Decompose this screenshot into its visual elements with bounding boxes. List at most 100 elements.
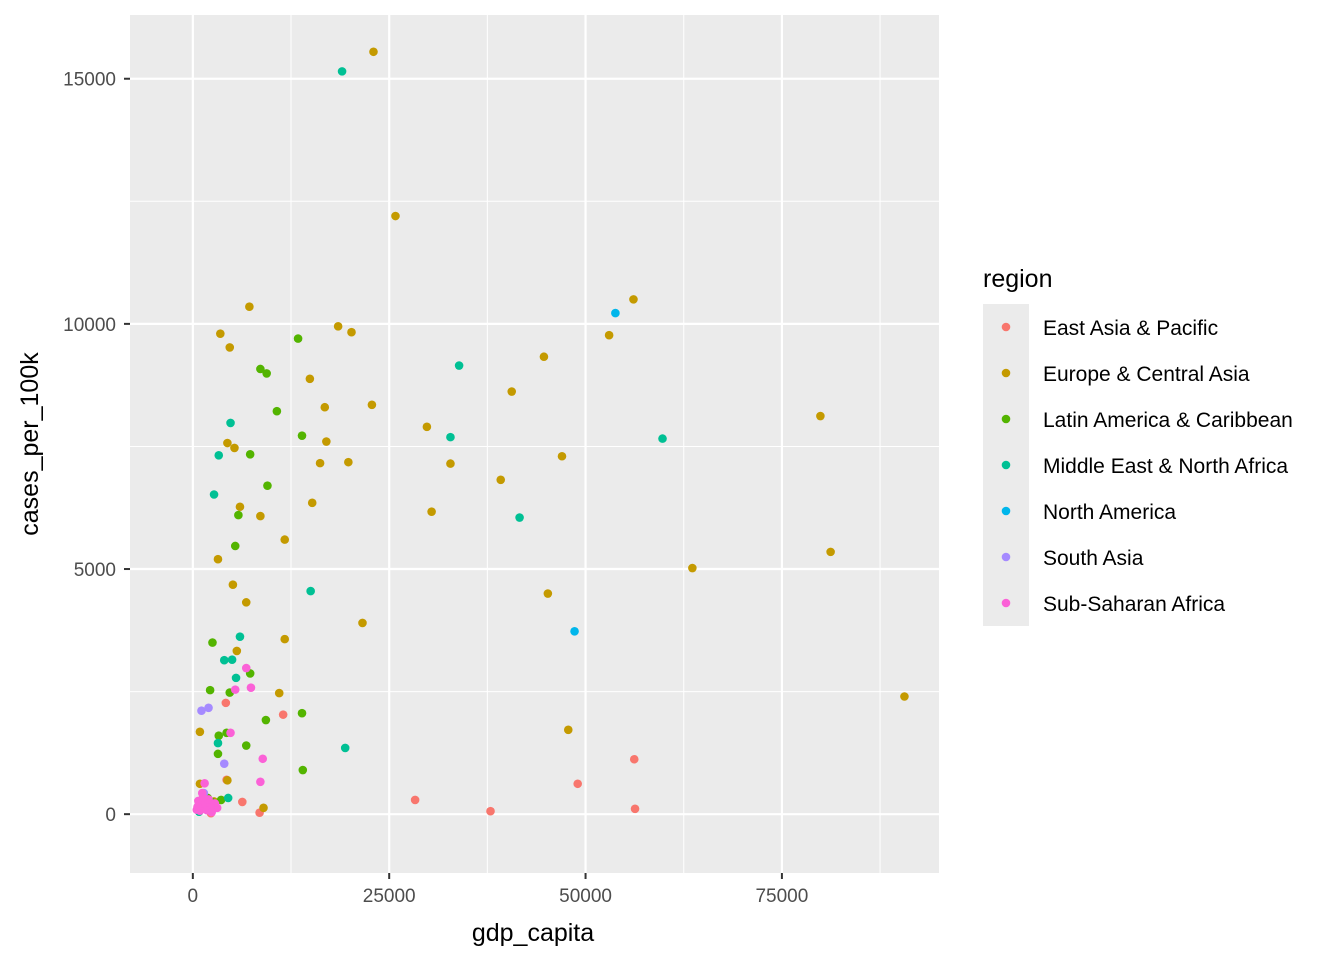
data-point: [347, 327, 356, 337]
data-point: [230, 685, 240, 694]
data-point: [200, 778, 209, 788]
data-point: [826, 547, 835, 557]
data-point: [263, 481, 272, 490]
data-point: [234, 510, 243, 520]
data-point: [209, 490, 219, 499]
plot-panel: [130, 15, 939, 873]
x-axis-ticks: 0 25000 50000 75000: [188, 873, 808, 907]
data-point: [427, 507, 436, 516]
data-point: [630, 804, 640, 814]
data-point: [340, 743, 350, 753]
data-point: [207, 807, 216, 817]
major-gridlines: [130, 15, 939, 873]
data-point: [232, 646, 242, 656]
data-point: [322, 437, 331, 446]
data-point: [225, 343, 235, 352]
data-point: [306, 586, 315, 596]
data-point: [539, 352, 549, 362]
data-point: [358, 618, 367, 628]
legend-key: [1001, 414, 1011, 424]
data-point: [219, 655, 229, 665]
x-tick-label: 75000: [755, 886, 808, 907]
data-point: [256, 511, 265, 521]
data-point: [259, 803, 268, 813]
legend-key: [1001, 460, 1011, 470]
data-point: [223, 776, 232, 785]
data-point: [658, 434, 667, 443]
data-point: [563, 725, 573, 735]
data-points: [192, 47, 909, 818]
data-point: [337, 67, 347, 76]
data-point: [213, 554, 223, 564]
x-tick-label: 50000: [559, 886, 612, 907]
data-point: [214, 450, 224, 460]
data-point: [629, 295, 638, 304]
data-point: [298, 765, 308, 775]
data-point: [241, 598, 251, 607]
data-point: [278, 710, 288, 719]
data-point: [507, 387, 517, 396]
data-point: [245, 302, 254, 312]
data-point: [486, 806, 495, 816]
data-point: [688, 563, 697, 573]
data-point: [205, 685, 215, 695]
data-point: [223, 438, 232, 448]
data-point: [193, 802, 202, 812]
data-point: [216, 795, 226, 805]
data-point: [198, 793, 208, 802]
data-point: [227, 655, 237, 665]
data-point: [367, 400, 377, 410]
data-point: [258, 754, 268, 764]
legend-key: [1001, 322, 1011, 332]
data-point: [230, 443, 239, 453]
legend-key: [1001, 598, 1011, 608]
data-point: [241, 663, 251, 673]
data-point: [315, 458, 325, 468]
data-point: [213, 749, 223, 759]
data-point: [333, 322, 343, 331]
data-point: [446, 459, 455, 468]
data-point: [262, 369, 271, 378]
data-point: [305, 374, 315, 384]
data-point: [410, 795, 420, 805]
data-point: [629, 754, 639, 764]
data-point: [320, 402, 330, 412]
minor-gridlines: [130, 15, 939, 873]
data-point: [256, 364, 265, 374]
y-tick-label: 10000: [63, 315, 116, 336]
data-point: [293, 334, 303, 343]
data-point: [221, 698, 231, 708]
x-tick-label: 0: [188, 886, 199, 907]
data-point: [195, 727, 205, 737]
data-point: [245, 449, 255, 459]
data-point: [557, 451, 567, 461]
data-point: [573, 779, 582, 789]
y-tick-label: 0: [105, 805, 116, 826]
data-point: [344, 457, 353, 467]
data-point: [280, 634, 290, 644]
data-point: [213, 738, 223, 748]
data-point: [570, 626, 579, 636]
data-point: [369, 47, 378, 57]
data-point: [611, 308, 620, 318]
x-axis-title: gdp_capita: [472, 919, 594, 947]
data-point: [219, 759, 229, 768]
data-point: [197, 706, 206, 716]
x-tick-label: 25000: [363, 886, 416, 907]
data-point: [307, 498, 317, 508]
data-point: [280, 535, 290, 544]
data-point: [816, 411, 825, 421]
data-point: [391, 211, 400, 221]
y-tick-label: 15000: [63, 70, 116, 91]
y-axis-ticks: 0 5000 10000 15000: [63, 70, 130, 826]
legend-label: East Asia & Pacific: [1043, 317, 1218, 340]
data-point: [235, 632, 245, 641]
data-point: [496, 475, 506, 485]
data-point: [515, 513, 524, 522]
data-point: [226, 418, 235, 428]
data-point: [297, 431, 307, 440]
data-point: [274, 688, 284, 698]
data-point: [297, 708, 307, 718]
data-point: [228, 580, 238, 590]
legend-label: North America: [1043, 501, 1176, 524]
